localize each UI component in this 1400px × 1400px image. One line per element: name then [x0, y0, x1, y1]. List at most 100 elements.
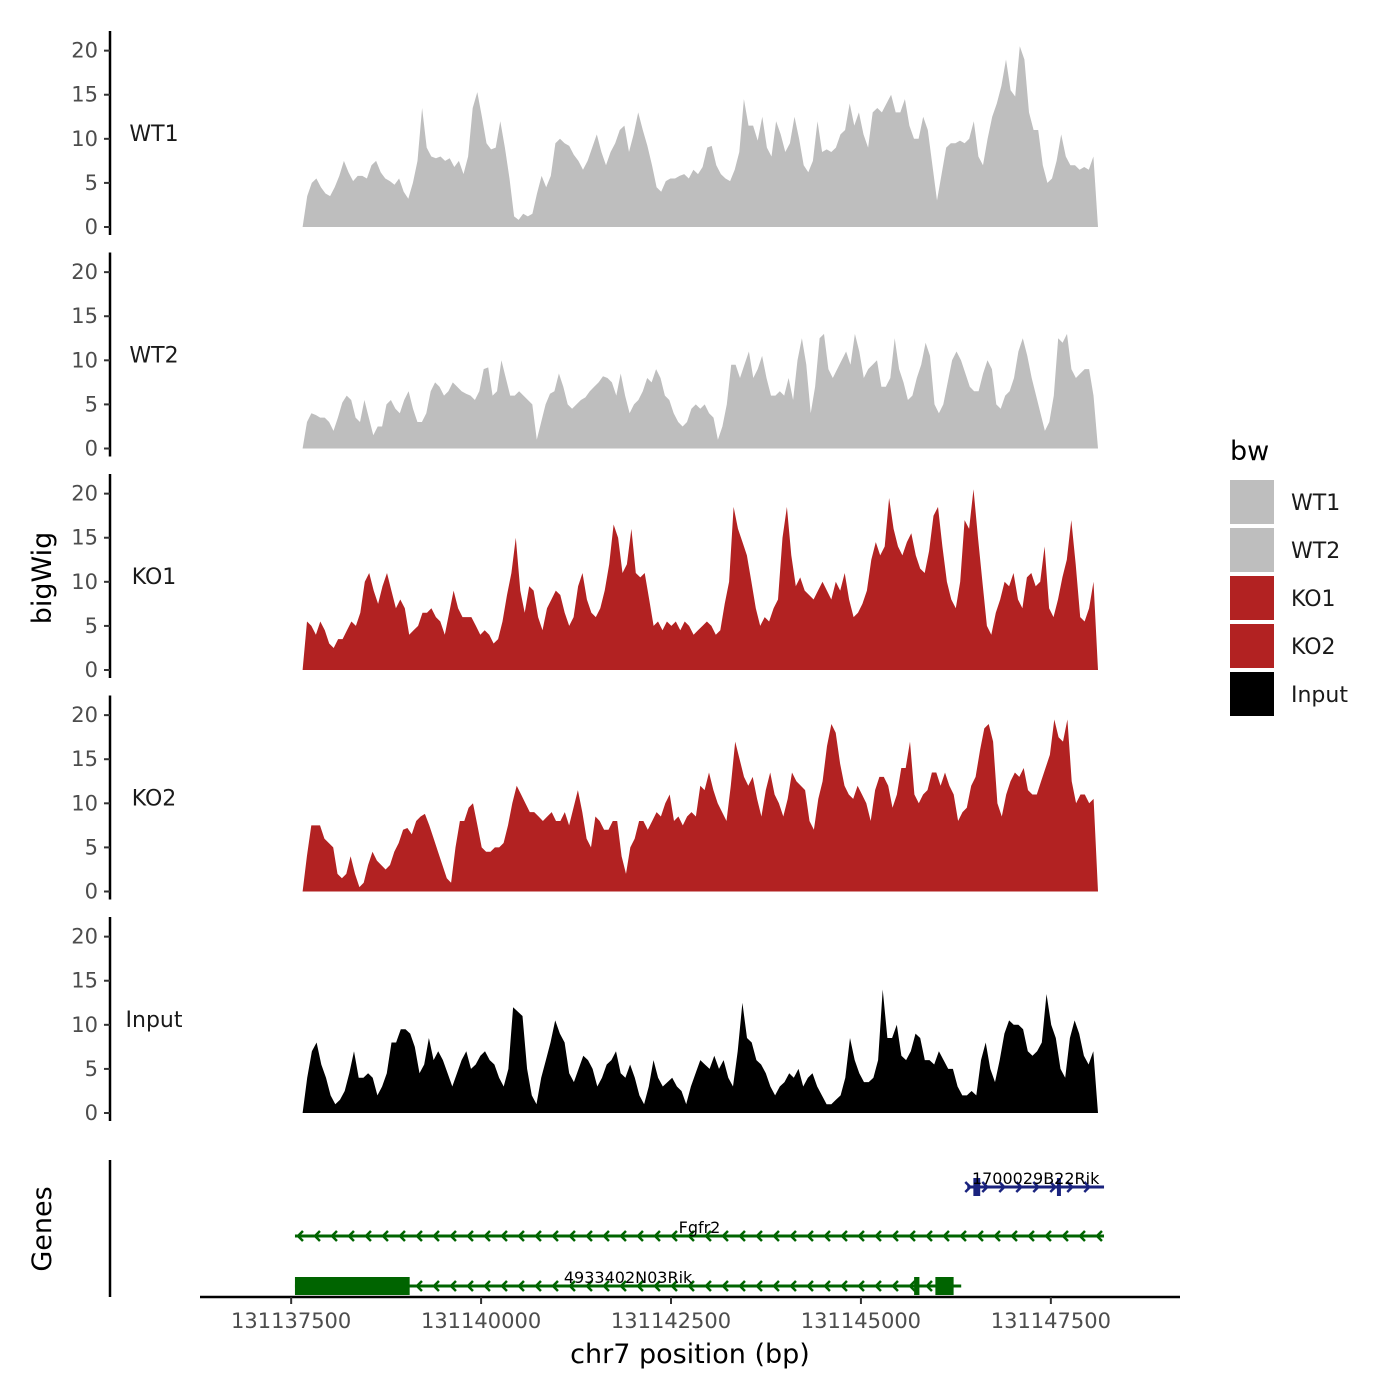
y-tick-label: 15 — [71, 526, 98, 550]
strand-arrow — [1061, 1230, 1069, 1242]
gene-label: 1700029B22Rik — [972, 1169, 1100, 1188]
strand-arrow — [602, 1230, 610, 1242]
y-tick-label: 0 — [85, 1101, 98, 1125]
area-ko1 — [302, 489, 1099, 670]
exon — [973, 1178, 981, 1196]
legend-label: WT2 — [1291, 539, 1340, 564]
strand-arrow — [415, 1230, 423, 1242]
gene-label: Fgfr2 — [679, 1218, 721, 1237]
strand-arrow — [483, 1280, 491, 1292]
y-tick-label: 10 — [71, 791, 98, 815]
y-tick-label: 0 — [85, 437, 98, 461]
y-tick-label: 15 — [71, 304, 98, 328]
strand-arrow — [449, 1230, 457, 1242]
x-tick-label: 131140000 — [421, 1309, 541, 1333]
strand-arrow — [942, 1230, 950, 1242]
y-tick-label: 10 — [71, 348, 98, 372]
track-label: KO1 — [132, 565, 177, 590]
strand-arrow — [840, 1230, 848, 1242]
strand-arrow — [874, 1230, 882, 1242]
gene-1700029b22rik: 1700029B22Rik — [964, 1169, 1105, 1196]
strand-arrow — [687, 1230, 695, 1242]
strand-arrow — [483, 1230, 491, 1242]
gene-annotation-panel: 1700029B22Rik Fgfr2 4933402N03Rik — [108, 1160, 1105, 1297]
strand-arrow — [1027, 1230, 1035, 1242]
area-input — [302, 989, 1099, 1113]
strand-arrow — [857, 1280, 865, 1292]
strand-arrow — [891, 1280, 899, 1292]
strand-arrow — [755, 1230, 763, 1242]
y-tick-label: 15 — [71, 83, 98, 107]
exon — [1056, 1178, 1061, 1196]
strand-arrow — [687, 1280, 695, 1292]
track-input: 0 5 10 15 20 Input — [71, 917, 1099, 1125]
strand-arrow — [721, 1230, 729, 1242]
y-tick-label: 10 — [71, 127, 98, 151]
genes-panel-title: Genes — [27, 1186, 58, 1271]
legend-label: Input — [1291, 683, 1348, 708]
legend-label: KO2 — [1291, 635, 1336, 660]
strand-arrow — [364, 1230, 372, 1242]
exon — [914, 1277, 920, 1295]
strand-arrow — [415, 1280, 423, 1292]
strand-arrow — [738, 1280, 746, 1292]
x-tick-label: 131145000 — [801, 1309, 921, 1333]
legend-item-ko1: KO1 — [1230, 576, 1336, 620]
strand-arrow — [1044, 1230, 1052, 1242]
track-ko1: 0 5 10 15 20 KO1 — [71, 474, 1099, 682]
strand-arrow — [976, 1230, 984, 1242]
legend-title: bw — [1230, 436, 1269, 467]
strand-arrow — [670, 1280, 678, 1292]
x-axis-title: chr7 position (bp) — [570, 1339, 810, 1370]
strand-arrow — [789, 1230, 797, 1242]
track-label: WT1 — [129, 122, 178, 147]
x-tick-label: 131147500 — [991, 1309, 1111, 1333]
strand-arrow — [517, 1280, 525, 1292]
y-tick-label: 5 — [85, 1057, 98, 1081]
strand-arrow — [585, 1280, 593, 1292]
legend-swatch — [1230, 528, 1274, 572]
strand-arrow — [1049, 1181, 1058, 1193]
strand-arrow — [908, 1280, 916, 1292]
area-wt1 — [302, 46, 1099, 228]
track-label: WT2 — [129, 343, 178, 368]
strand-arrow — [1083, 1181, 1092, 1193]
gene-4933402n03rik: 4933402N03Rik — [294, 1268, 962, 1295]
strand-arrow — [1032, 1181, 1041, 1193]
track-wt1: 0 5 10 15 20 WT1 — [71, 31, 1099, 239]
legend-label: KO1 — [1291, 587, 1336, 612]
strand-arrow — [534, 1230, 542, 1242]
y-tick-label: 20 — [71, 703, 98, 727]
track-label: KO2 — [132, 786, 177, 811]
strand-arrow — [857, 1230, 865, 1242]
legend-swatch — [1230, 480, 1274, 524]
strand-arrow — [925, 1280, 933, 1292]
strand-arrow — [381, 1230, 389, 1242]
y-tick-label: 20 — [71, 925, 98, 949]
strand-arrow — [1078, 1230, 1086, 1242]
legend-item-ko2: KO2 — [1230, 624, 1336, 668]
strand-arrow — [619, 1230, 627, 1242]
strand-arrow — [1095, 1230, 1103, 1242]
area-ko2 — [302, 719, 1099, 892]
x-axis: 131137500 131140000 131142500 131145000 1311… — [200, 1295, 1180, 1333]
strand-arrow — [993, 1230, 1001, 1242]
strand-arrow — [806, 1230, 814, 1242]
strand-arrow — [313, 1230, 321, 1242]
x-tick-label: 131142500 — [611, 1309, 731, 1333]
legend: WT1 WT2 KO1 KO2 Input — [1230, 480, 1348, 716]
y-tick-label: 15 — [71, 747, 98, 771]
y-tick-label: 0 — [85, 215, 98, 239]
x-tick-label: 131137500 — [231, 1309, 351, 1333]
strand-arrow — [619, 1280, 627, 1292]
track-ko2: 0 5 10 15 20 KO2 — [71, 695, 1099, 904]
strand-arrow — [823, 1280, 831, 1292]
legend-swatch — [1230, 576, 1274, 620]
strand-arrow — [840, 1280, 848, 1292]
strand-arrow — [772, 1230, 780, 1242]
y-tick-label: 15 — [71, 969, 98, 993]
strand-arrow — [1010, 1230, 1018, 1242]
strand-arrow — [704, 1230, 712, 1242]
y-tick-label: 20 — [71, 260, 98, 284]
